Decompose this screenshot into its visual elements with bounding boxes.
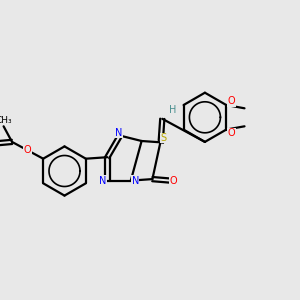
Text: N: N (99, 176, 106, 186)
Text: N: N (132, 176, 139, 186)
Text: S: S (160, 133, 166, 143)
Text: CH₃: CH₃ (0, 116, 12, 125)
Text: O: O (169, 176, 177, 186)
Text: O: O (228, 96, 236, 106)
Text: H: H (169, 105, 176, 116)
Text: O: O (228, 128, 236, 138)
Text: N: N (115, 128, 122, 138)
Text: O: O (24, 145, 32, 155)
